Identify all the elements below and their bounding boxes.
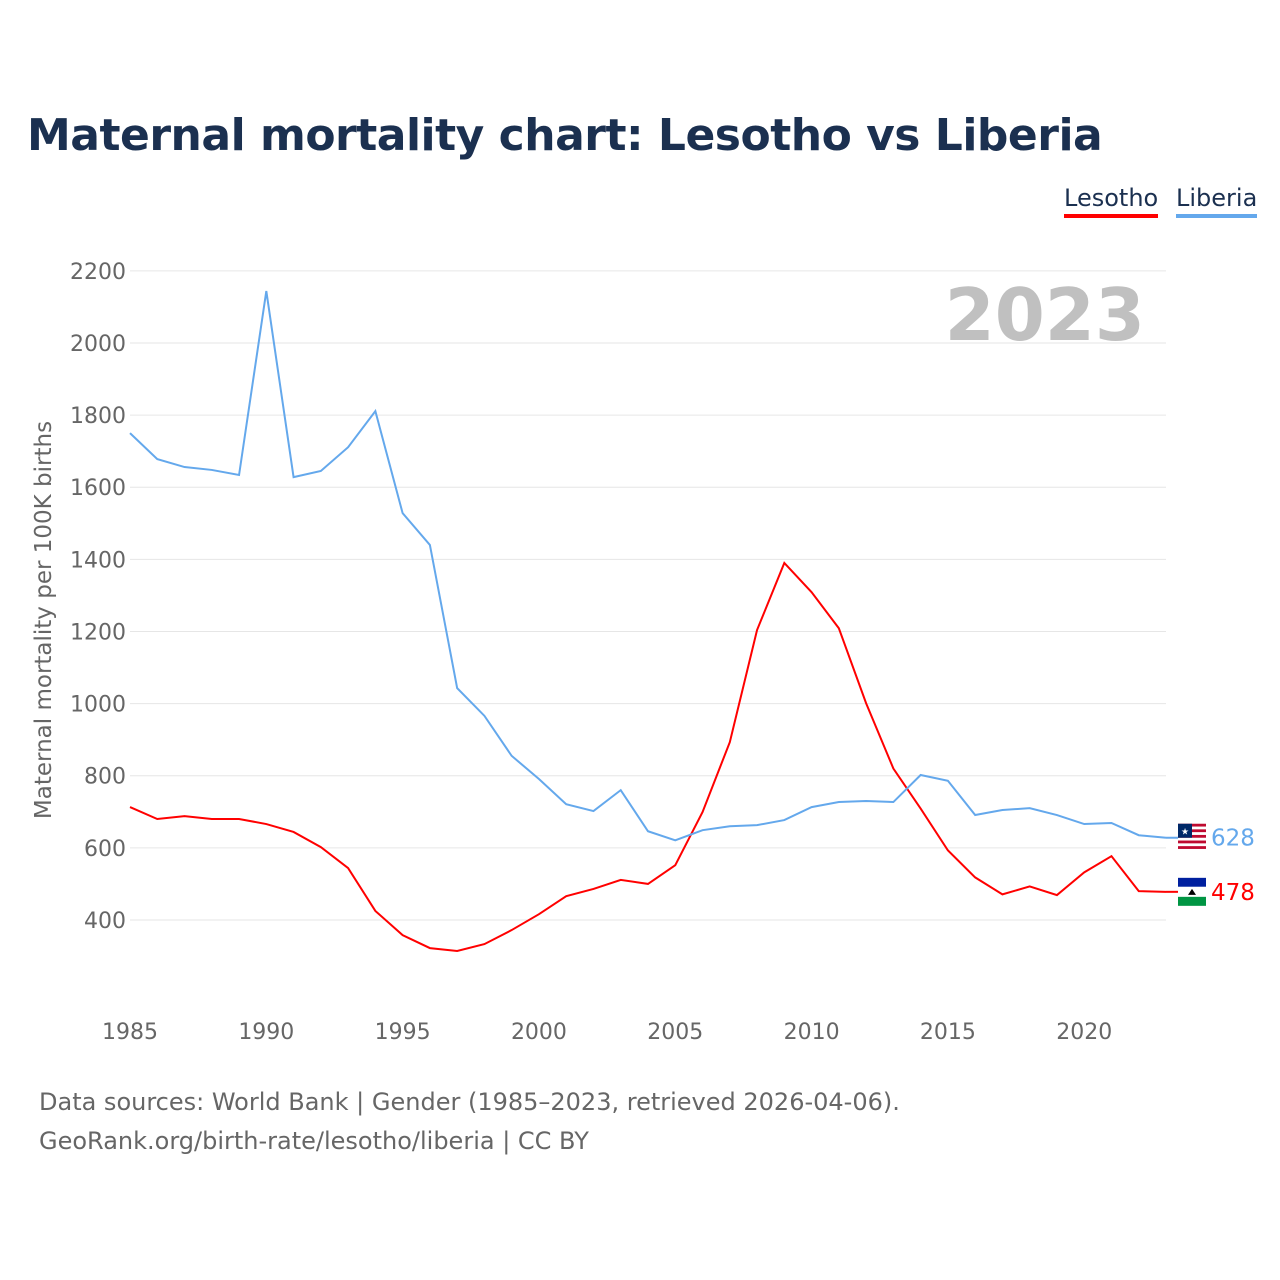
end-value-label: 628 xyxy=(1211,826,1255,852)
x-tick-label: 2005 xyxy=(647,1020,703,1045)
source-url[interactable]: GeoRank.org/birth-rate/lesotho/liberia |… xyxy=(39,1127,589,1155)
flag-icon-lesotho xyxy=(1178,877,1206,906)
x-tick-label: 2000 xyxy=(511,1020,567,1045)
x-tick-label: 1990 xyxy=(238,1020,294,1045)
year-label: 2023 xyxy=(945,273,1145,357)
y-tick-label: 1600 xyxy=(70,476,126,501)
y-axis-label: Maternal mortality per 100K births xyxy=(31,421,57,819)
legend-lesotho[interactable]: Lesotho xyxy=(1064,184,1159,218)
series-line-lesotho xyxy=(129,561,1167,952)
x-tick-label: 2015 xyxy=(920,1020,976,1045)
x-tick-label: 1995 xyxy=(375,1020,431,1045)
flag-icon-liberia: ★ xyxy=(1178,823,1206,852)
y-tick-label: 400 xyxy=(84,909,126,934)
y-tick-label: 2000 xyxy=(70,332,126,357)
x-tick-label: 2020 xyxy=(1056,1020,1112,1045)
y-tick-label: 800 xyxy=(84,765,126,790)
y-tick-label: 1400 xyxy=(70,548,126,573)
y-tick-label: 1200 xyxy=(70,620,126,645)
y-tick-label: 1000 xyxy=(70,693,126,718)
chart-title: Maternal mortality chart: Lesotho vs Lib… xyxy=(27,110,1103,161)
x-tick-label: 1985 xyxy=(102,1020,158,1045)
source-text: Data sources: World Bank | Gender (1985–… xyxy=(39,1088,900,1116)
y-tick-label: 600 xyxy=(84,837,126,862)
y-tick-label: 1800 xyxy=(70,404,126,429)
x-tick-label: 2010 xyxy=(784,1020,840,1045)
end-value-label: 478 xyxy=(1211,880,1255,906)
y-tick-label: 2200 xyxy=(70,260,126,285)
legend-liberia[interactable]: Liberia xyxy=(1176,184,1258,218)
svg-text:★: ★ xyxy=(1181,828,1189,838)
series-line-liberia xyxy=(129,290,1167,842)
